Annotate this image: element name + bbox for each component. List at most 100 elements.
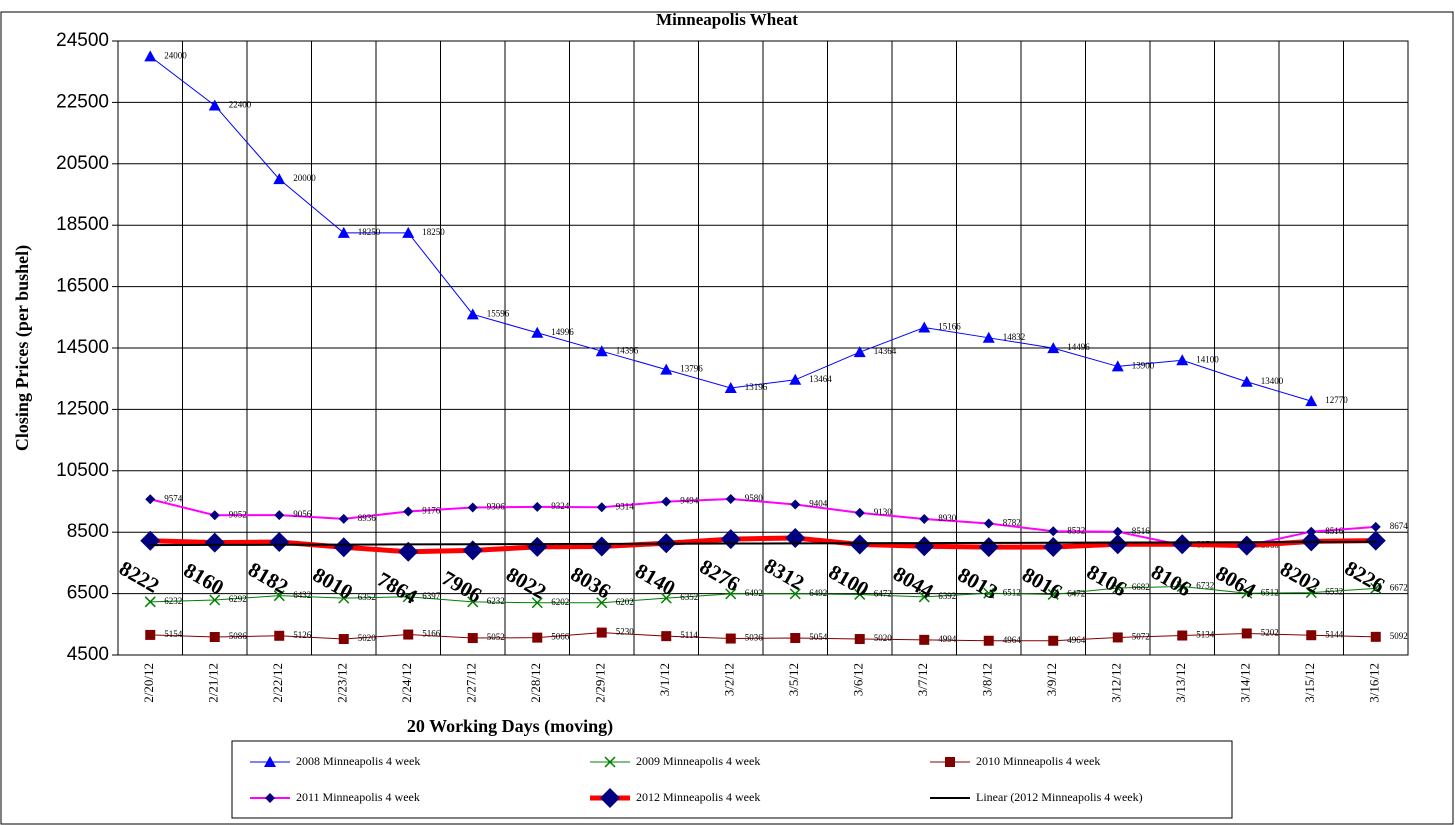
marker [1048, 526, 1059, 537]
marker [467, 633, 478, 644]
marker [725, 588, 737, 600]
data-label: 5144 [1325, 629, 1344, 639]
data-label: 13196 [745, 382, 768, 392]
marker [914, 536, 935, 557]
marker [596, 502, 607, 513]
data-label: 14996 [551, 327, 574, 337]
marker [527, 536, 548, 557]
data-label: 4964 [1003, 635, 1022, 645]
x-tick-label: 2/28/12 [528, 663, 543, 703]
marker [145, 629, 156, 640]
data-label: 18250 [422, 227, 445, 237]
data-label: 9494 [680, 496, 699, 506]
series-line [150, 540, 1376, 547]
marker [919, 634, 930, 645]
data-label: 5114 [680, 630, 698, 640]
marker [333, 537, 354, 558]
data-label: 9056 [293, 509, 312, 519]
data-label: 8936 [358, 513, 377, 523]
data-label: 6232 [164, 596, 182, 606]
data-label: 14396 [616, 345, 639, 355]
data-label: 6682 [1132, 582, 1150, 592]
x-tick-label: 3/13/12 [1173, 663, 1188, 703]
marker [209, 632, 220, 643]
x-tick-label: 2/24/12 [399, 663, 414, 703]
data-label: 8674 [1390, 521, 1409, 531]
data-label: 6512 [1261, 587, 1279, 597]
data-label: 8930 [938, 513, 957, 523]
marker [338, 634, 349, 645]
data-label: 14364 [874, 346, 897, 356]
data-label: 5166 [422, 629, 441, 639]
data-label: 5092 [1390, 631, 1408, 641]
y-tick-label: 12500 [56, 398, 109, 419]
marker [604, 756, 616, 768]
marker [1047, 588, 1059, 600]
marker [1305, 587, 1317, 599]
marker [1176, 354, 1189, 366]
data-label: 8782 [1003, 518, 1021, 528]
marker [403, 629, 414, 640]
marker [1112, 526, 1123, 537]
marker [402, 226, 415, 238]
x-tick-label: 3/6/12 [851, 663, 866, 696]
data-label: 9130 [874, 507, 893, 517]
marker [918, 591, 930, 603]
marker [1241, 587, 1253, 599]
data-label: 5072 [1132, 632, 1150, 642]
marker [591, 536, 612, 557]
marker [1111, 360, 1124, 372]
marker [144, 50, 157, 62]
marker [1305, 395, 1318, 407]
marker [1107, 534, 1128, 555]
data-label: 9314 [616, 501, 635, 511]
data-label: 6672 [1390, 582, 1408, 592]
data-label: 6232 [487, 596, 505, 606]
y-tick-label: 22500 [56, 91, 109, 112]
marker [403, 506, 414, 517]
data-label: 5086 [229, 631, 248, 641]
marker [790, 632, 801, 643]
data-label: 6512 [1003, 587, 1021, 597]
y-tick-label: 14500 [56, 337, 109, 358]
data-label: 4964 [1067, 635, 1086, 645]
legend-label: 2011 Minneapolis 4 week [296, 790, 420, 804]
marker [854, 588, 866, 600]
marker [467, 502, 478, 513]
marker [1172, 534, 1193, 555]
data-label: 6472 [874, 589, 892, 599]
marker [204, 532, 225, 553]
marker [849, 534, 870, 555]
marker [402, 591, 414, 603]
data-label: 9306 [487, 502, 506, 512]
x-tick-label: 3/9/12 [1044, 663, 1059, 696]
legend-label: 2009 Minneapolis 4 week [636, 754, 760, 768]
marker [660, 592, 672, 604]
data-label: 6202 [551, 597, 569, 607]
marker [983, 518, 994, 529]
y-tick-label: 16500 [56, 276, 109, 297]
marker [145, 494, 156, 505]
x-tick-label: 2/29/12 [593, 663, 608, 703]
data-label: 18250 [358, 227, 381, 237]
marker [983, 587, 995, 599]
x-tick-label: 3/12/12 [1109, 663, 1124, 703]
marker [1240, 375, 1253, 387]
x-tick-label: 3/15/12 [1302, 663, 1317, 703]
marker [660, 363, 673, 375]
legend-label: 2010 Minneapolis 4 week [976, 754, 1100, 768]
marker [596, 627, 607, 638]
marker [945, 757, 955, 767]
data-label: 5020 [358, 633, 377, 643]
marker [854, 634, 865, 645]
data-label: 6352 [358, 592, 376, 602]
y-tick-label: 20500 [56, 153, 109, 174]
marker [919, 513, 930, 524]
marker [724, 382, 737, 394]
marker [398, 541, 419, 562]
data-label: 13900 [1132, 360, 1155, 370]
marker [208, 99, 221, 111]
marker [209, 510, 220, 521]
x-tick-label: 2/21/12 [206, 663, 221, 703]
marker [661, 496, 672, 507]
